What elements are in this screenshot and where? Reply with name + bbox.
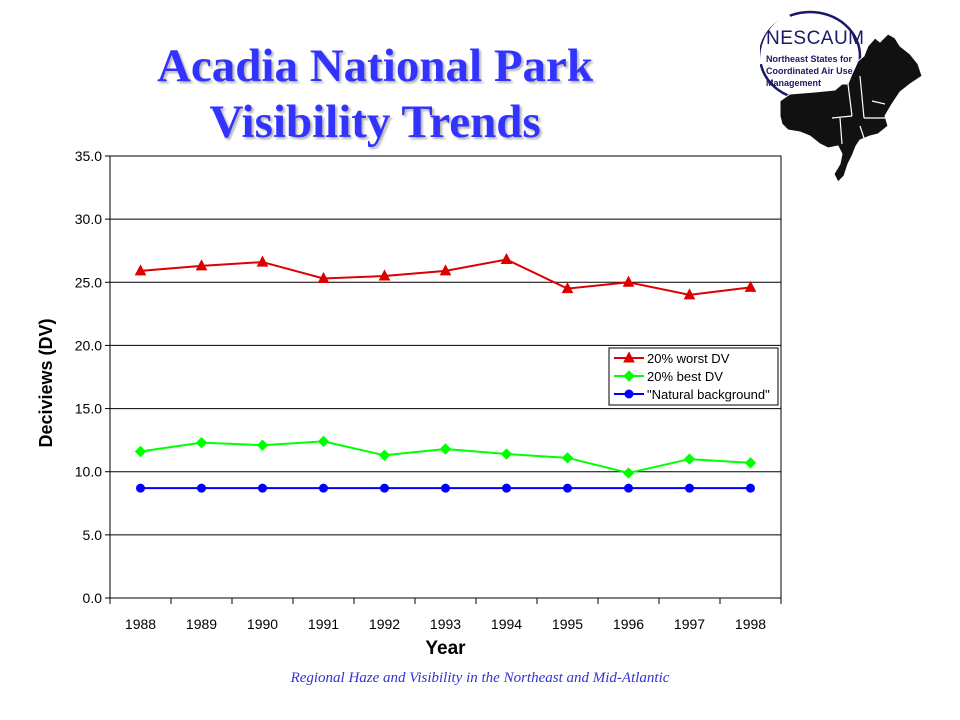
data-point-triangle (500, 252, 513, 265)
data-point-triangle (256, 255, 269, 267)
nescaum-logo: NESCAUM Northeast States for Coordinated… (758, 6, 930, 186)
data-point-triangle (134, 264, 147, 276)
data-point-circle (136, 483, 145, 493)
y-tick-label: 35.0 (75, 148, 102, 164)
x-tick-label: 1988 (125, 616, 156, 632)
data-point-circle (563, 483, 572, 493)
logo-description: Northeast States for Coordinated Air Use… (766, 54, 853, 88)
data-point-diamond (378, 449, 391, 462)
grid-lines (110, 218, 781, 536)
series-3 (136, 483, 755, 493)
footer-text: Regional Haze and Visibility in the Nort… (290, 670, 670, 686)
slide-title: Acadia National Park Visibility Trends (110, 38, 640, 150)
data-point-diamond (622, 467, 635, 479)
data-point-triangle (378, 269, 391, 281)
x-tick-label: 1998 (735, 616, 766, 632)
data-point-circle (197, 483, 206, 493)
data-point-diamond (561, 452, 574, 464)
data-point-triangle (744, 280, 757, 292)
data-point-diamond (439, 443, 452, 455)
data-point-diamond (683, 453, 696, 465)
data-point-diamond (500, 448, 513, 460)
series-1 (134, 252, 757, 300)
data-point-triangle (195, 259, 208, 271)
data-point-circle (441, 483, 450, 493)
data-point-triangle (623, 351, 635, 363)
y-tick-label: 25.0 (75, 274, 102, 290)
y-tick-label: 15.0 (75, 401, 102, 417)
y-tick-label: 20.0 (75, 337, 102, 353)
data-point-circle (624, 389, 634, 399)
data-series (134, 252, 757, 493)
data-point-diamond (317, 435, 330, 448)
title-line-2: Visibility Trends (209, 96, 541, 148)
data-point-diamond (195, 436, 208, 449)
data-point-circle (624, 483, 633, 493)
x-tick-label: 1993 (430, 616, 461, 632)
x-tick-label: 1994 (491, 616, 522, 632)
data-point-circle (502, 483, 511, 493)
data-point-triangle (439, 264, 452, 276)
x-tick-label: 1992 (369, 616, 400, 632)
data-point-diamond (256, 439, 269, 451)
x-axis-label: Year (425, 638, 466, 659)
axes: 0.0 5.0 10.0 15.0 20.0 25.0 30.0 35.0 1988 1989 19… (75, 148, 782, 632)
data-point-diamond (134, 445, 147, 458)
x-tick-label: 1989 (186, 616, 217, 632)
legend-label: "Natural background" (647, 387, 770, 402)
data-point-triangle (561, 282, 574, 294)
data-point-diamond (623, 370, 635, 382)
x-tick-label: 1996 (613, 616, 644, 632)
y-tick-label: 10.0 (75, 464, 102, 480)
x-tick-label: 1995 (552, 616, 583, 632)
data-point-circle (746, 483, 755, 493)
data-point-triangle (622, 275, 635, 287)
data-point-circle (319, 483, 328, 493)
data-point-circle (685, 483, 694, 493)
y-axis-label: Deciviews (DV) (36, 318, 56, 447)
data-point-diamond (744, 457, 757, 469)
plot-area (109, 155, 782, 599)
legend: 20% worst DV 20% best DV "Natural backgrou… (608, 347, 779, 406)
legend-item: 20% best DV (614, 369, 723, 384)
legend-label: 20% worst DV (647, 351, 730, 366)
x-tick-label: 1997 (674, 616, 705, 632)
x-tick-label: 1991 (308, 616, 339, 632)
legend-label: 20% best DV (647, 369, 723, 384)
legend-item: 20% worst DV (614, 351, 730, 366)
y-tick-label: 5.0 (83, 527, 103, 543)
series-2 (134, 435, 757, 479)
data-point-triangle (683, 288, 696, 300)
title-line-1: Acadia National Park (156, 40, 594, 92)
data-point-circle (380, 483, 389, 493)
y-tick-label: 0.0 (83, 590, 103, 606)
y-tick-label: 30.0 (75, 211, 102, 227)
x-tick-label: 1990 (247, 616, 278, 632)
logo-name: NESCAUM (766, 28, 865, 49)
data-point-circle (258, 483, 267, 493)
legend-item: "Natural background" (614, 387, 770, 402)
data-point-triangle (317, 271, 330, 283)
northeast-states-map-icon (758, 10, 923, 183)
